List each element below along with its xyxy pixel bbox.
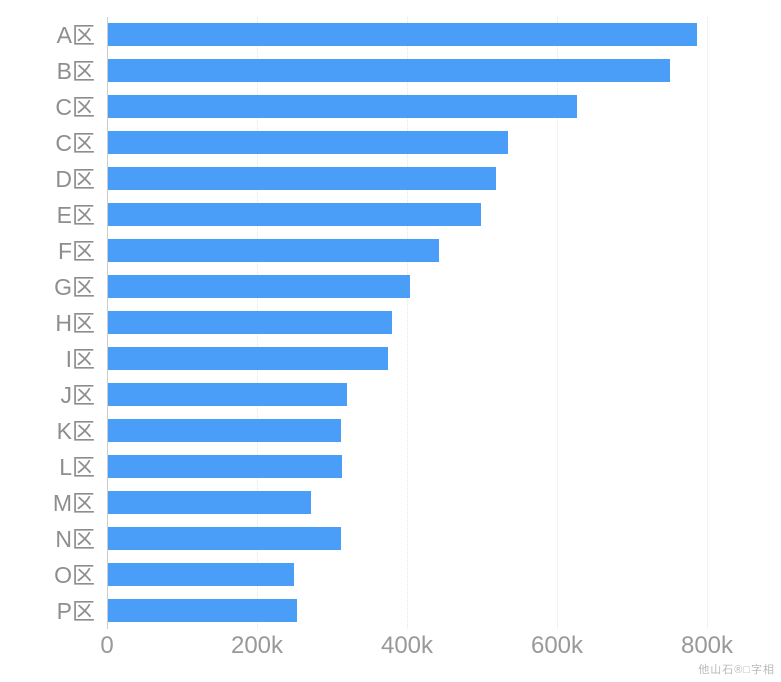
bar[interactable] (108, 167, 496, 190)
bar[interactable] (108, 527, 342, 550)
x-tick-label: 800k (680, 632, 734, 659)
category-label: C区 (55, 94, 95, 120)
bar-row (107, 161, 707, 197)
category-label: P区 (56, 598, 95, 624)
category-label: I区 (65, 346, 95, 372)
x-axis-tick-labels: 0 200k 400k 600k 800k (100, 632, 733, 662)
category-label: M区 (52, 490, 95, 516)
category-label: K区 (56, 418, 95, 444)
category-label: E区 (56, 202, 95, 228)
bar-row (107, 269, 707, 305)
bar[interactable] (108, 347, 388, 370)
bar-row (107, 341, 707, 377)
bar-row (107, 125, 707, 161)
gridline (407, 17, 408, 629)
x-tick-label: 400k (380, 632, 434, 659)
bar-row (107, 233, 707, 269)
gridline (707, 17, 708, 629)
bar[interactable] (108, 131, 508, 154)
category-label: H区 (55, 310, 95, 336)
y-axis-line (107, 17, 108, 629)
category-label: F区 (57, 238, 95, 264)
category-label: C区 (55, 130, 95, 156)
bar[interactable] (108, 59, 670, 82)
bar[interactable] (108, 23, 697, 46)
bar-row (107, 89, 707, 125)
bar[interactable] (108, 311, 393, 334)
gridline (557, 17, 558, 629)
bar-row (107, 557, 707, 593)
bar[interactable] (108, 239, 439, 262)
bar[interactable] (108, 275, 410, 298)
bar[interactable] (108, 203, 481, 226)
bar-row (107, 449, 707, 485)
bar-row (107, 17, 707, 53)
category-label: B区 (56, 58, 95, 84)
x-tick-label: 0 (100, 632, 114, 659)
bar[interactable] (108, 491, 311, 514)
x-tick-label: 600k (530, 632, 584, 659)
bar[interactable] (108, 95, 577, 118)
bar-row (107, 521, 707, 557)
category-label: D区 (55, 166, 95, 192)
bar-row (107, 305, 707, 341)
bar[interactable] (108, 599, 297, 622)
bar[interactable] (108, 383, 347, 406)
x-tick-label: 200k (230, 632, 284, 659)
plot-area (107, 17, 708, 629)
category-label: J区 (60, 382, 96, 408)
category-label: A区 (56, 22, 95, 48)
bar-row (107, 377, 707, 413)
bar[interactable] (108, 455, 342, 478)
watermark: 他山石®□字相 (698, 664, 775, 676)
bar[interactable] (108, 563, 294, 586)
bar-row (107, 197, 707, 233)
category-label: O区 (54, 562, 95, 588)
bar[interactable] (108, 419, 341, 442)
category-label: N区 (55, 526, 95, 552)
bar-row (107, 593, 707, 629)
bar-row (107, 413, 707, 449)
category-label: L区 (59, 454, 95, 480)
bar-row (107, 53, 707, 89)
bar-row (107, 485, 707, 521)
category-label: G区 (54, 274, 95, 300)
